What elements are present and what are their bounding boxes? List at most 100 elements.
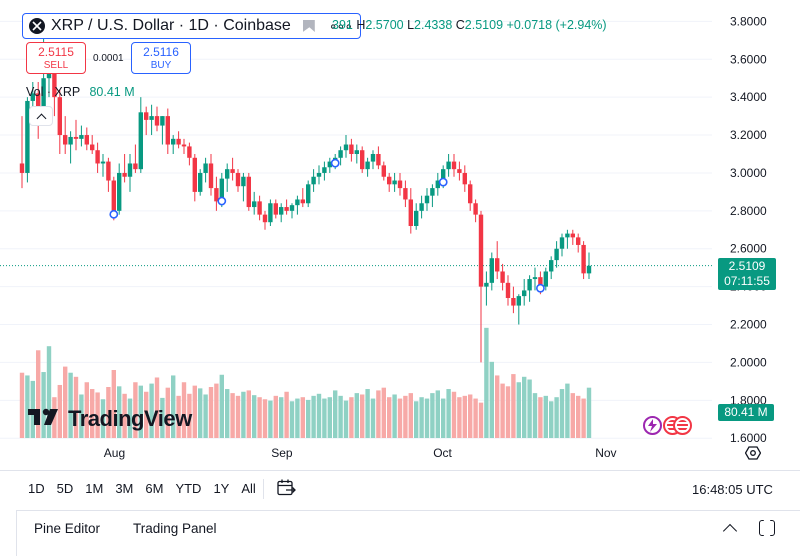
- volume-bar: [176, 395, 181, 438]
- time-tick-label: Sep: [271, 446, 293, 460]
- candle-body: [543, 271, 548, 287]
- tab-trading-panel[interactable]: Trading Panel: [133, 521, 217, 536]
- economic-events[interactable]: [643, 416, 703, 436]
- buy-button[interactable]: 2.5116 BUY: [131, 42, 191, 74]
- volume-bar: [370, 398, 376, 438]
- candle-body: [311, 176, 316, 185]
- range-button-1y[interactable]: 1Y: [213, 481, 230, 496]
- volume-bar: [63, 366, 68, 438]
- candle-body: [246, 176, 251, 208]
- volume-legend[interactable]: Vol · XRP 80.41 M: [26, 85, 135, 99]
- candle-body: [214, 188, 219, 202]
- candle-body: [25, 100, 30, 173]
- volume-badge: 80.41 M: [718, 404, 774, 421]
- range-button-all[interactable]: All: [241, 481, 256, 496]
- price-tick-label: 1.6000: [730, 431, 767, 445]
- price-tick-label: 3.4000: [730, 90, 767, 104]
- time-tick-label: Nov: [595, 446, 616, 460]
- chevron-up-icon[interactable]: [722, 523, 738, 539]
- candle-body: [360, 150, 365, 170]
- volume-bar: [381, 387, 386, 438]
- us-flag-icon[interactable]: [673, 416, 692, 435]
- candle-body: [111, 180, 116, 211]
- volume-bar: [451, 391, 457, 438]
- maximize-icon[interactable]: [759, 520, 775, 536]
- symbol-header[interactable]: XRP / U.S. Dollar · 1D · Coinbase ∘∘∘: [22, 13, 362, 39]
- time-tick-label: Aug: [104, 446, 125, 460]
- candle-body: [95, 150, 100, 164]
- volume-bar: [586, 387, 592, 438]
- candle-body: [138, 112, 143, 170]
- chart-settings-icon[interactable]: [744, 446, 762, 460]
- candle-body: [241, 176, 246, 187]
- candle-body: [516, 296, 521, 306]
- candlestick-chart[interactable]: 3.8000 3.6000 3.4000 3.2000 3.0000 2.8000 2.60…: [0, 0, 800, 470]
- candle-body: [252, 201, 257, 208]
- candle-body: [154, 116, 160, 126]
- candle-body: [187, 146, 192, 158]
- ohlc-low-label: L: [407, 18, 415, 32]
- candle-body: [354, 150, 359, 154]
- event-marker[interactable]: [536, 283, 545, 293]
- candle-body: [117, 172, 122, 211]
- goto-date-icon[interactable]: [277, 479, 296, 497]
- candle-body: [408, 199, 413, 226]
- chart-pane[interactable]: 3.8000 3.6000 3.4000 3.2000 3.0000 2.8000 2.60…: [0, 0, 800, 470]
- volume-bar: [208, 387, 214, 438]
- candle-body: [181, 144, 187, 147]
- volume-bar: [262, 399, 268, 438]
- candle-body: [219, 178, 224, 202]
- candle-body: [73, 136, 79, 139]
- collapse-legend-button[interactable]: [29, 106, 53, 126]
- tab-pine-editor[interactable]: Pine Editor: [34, 521, 101, 536]
- spread-value: 0.0001: [93, 53, 124, 64]
- volume-bar: [149, 383, 154, 438]
- volume-bar: [322, 398, 327, 438]
- candle-body: [457, 169, 462, 173]
- candle-body: [489, 258, 494, 283]
- volume-bar: [581, 398, 586, 438]
- volume-bar: [376, 390, 381, 438]
- volume-bar: [505, 386, 511, 438]
- candle-body: [424, 195, 430, 204]
- volume-bar: [79, 394, 84, 438]
- range-button-6m[interactable]: 6M: [145, 481, 164, 496]
- lightning-icon[interactable]: [643, 416, 662, 435]
- more-options-icon[interactable]: ∘∘∘: [328, 17, 353, 34]
- range-button-ytd[interactable]: YTD: [175, 481, 202, 496]
- event-marker[interactable]: [217, 196, 227, 206]
- sell-label: SELL: [43, 60, 69, 71]
- range-button-5d[interactable]: 5D: [56, 481, 74, 496]
- flag-icon[interactable]: [302, 20, 315, 32]
- tradingview-logo[interactable]: TradingView: [28, 405, 192, 433]
- candle-body: [451, 161, 457, 170]
- candle-body: [381, 165, 386, 177]
- candle-body: [176, 138, 181, 145]
- candle-body: [235, 172, 241, 187]
- event-marker[interactable]: [109, 209, 119, 219]
- volume-bar: [360, 394, 365, 438]
- range-button-1m[interactable]: 1M: [85, 481, 104, 496]
- volume-bar: [122, 393, 127, 438]
- event-marker[interactable]: [330, 158, 340, 168]
- volume-bar: [187, 393, 192, 438]
- candles: [19, 30, 592, 363]
- range-button-3m[interactable]: 3M: [115, 481, 134, 496]
- candle-body: [570, 233, 575, 238]
- event-marker[interactable]: [438, 177, 448, 187]
- sell-button[interactable]: 2.5115 SELL: [26, 42, 86, 74]
- candle-body: [122, 172, 127, 177]
- volume-bar: [90, 389, 95, 438]
- time-tick-label: Oct: [433, 446, 452, 460]
- volume-bar: [252, 395, 257, 438]
- volume-bar: [117, 386, 122, 438]
- ohlc-close: 2.5109: [464, 18, 504, 32]
- volume-bar: [52, 397, 57, 438]
- range-button-1d[interactable]: 1D: [28, 481, 45, 496]
- utc-clock[interactable]: 16:48:05 UTC: [692, 482, 773, 497]
- ohlc-low: 2.4338: [414, 18, 453, 32]
- volume-bar: [316, 393, 322, 438]
- candle-body: [446, 161, 451, 170]
- candle-body: [473, 203, 478, 215]
